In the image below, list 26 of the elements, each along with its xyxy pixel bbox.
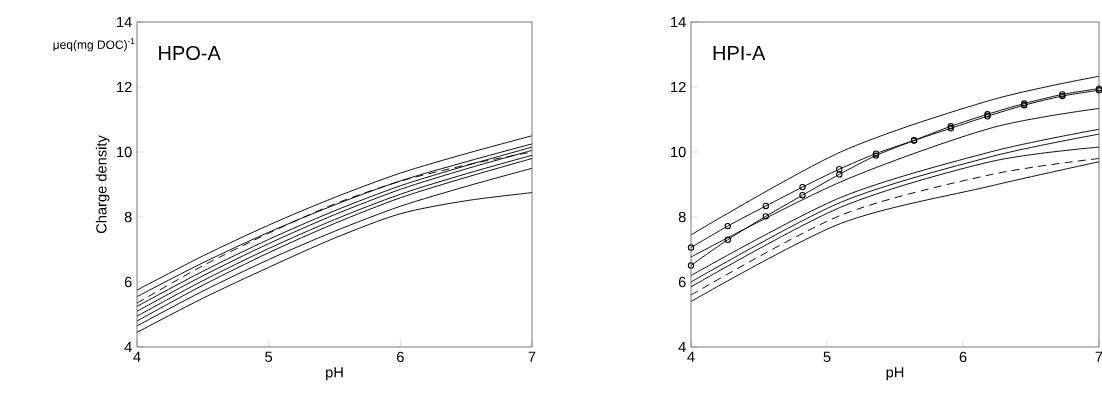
x-tick-label: 5 bbox=[265, 351, 273, 362]
y-tick-label: 14 bbox=[117, 16, 132, 28]
x-tick-label: 4 bbox=[687, 351, 695, 362]
y-tick-label: 8 bbox=[124, 211, 132, 223]
y-tick-label: 14 bbox=[671, 16, 686, 28]
x-tick-label: 7 bbox=[528, 351, 536, 362]
y-axis-title: Charge density bbox=[95, 135, 110, 234]
y-tick-label: 8 bbox=[678, 211, 686, 223]
y-tick-label: 4 bbox=[678, 341, 686, 353]
x-tick-label: 6 bbox=[397, 351, 404, 363]
y-tick-label: 6 bbox=[678, 276, 686, 288]
text: HPI-A bbox=[713, 46, 766, 60]
y-tick-label: 6 bbox=[124, 276, 132, 288]
x-axis-title: pH bbox=[326, 367, 343, 381]
x-axis-title: pH bbox=[886, 367, 904, 381]
x-tick-label: 5 bbox=[823, 351, 831, 362]
y-tick-label: 4 bbox=[124, 341, 132, 353]
x-tick-label: 6 bbox=[959, 351, 967, 363]
text: μeq(mg DOC)$^{-1}$ bbox=[53, 38, 135, 52]
x-tick-label: 7 bbox=[1095, 351, 1102, 362]
y-tick-label: 10 bbox=[117, 146, 132, 158]
x-tick-label: 4 bbox=[133, 351, 141, 362]
y-tick-label: 12 bbox=[671, 81, 686, 93]
y-tick-label: 12 bbox=[117, 81, 132, 93]
y-tick-label: 10 bbox=[671, 146, 686, 158]
text: HPO-A bbox=[159, 45, 221, 61]
